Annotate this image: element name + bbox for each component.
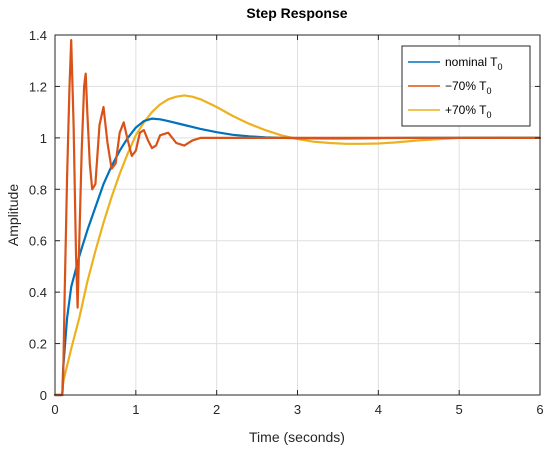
legend: nominal T0 −70% T0 +70% T0	[401, 45, 531, 127]
series-layer	[53, 38, 542, 397]
y-tick-label: 0.4	[29, 285, 47, 300]
y-tick-label: 1	[40, 131, 47, 146]
y-tick-label: 1.2	[29, 79, 47, 94]
x-tick-label: 1	[132, 402, 139, 417]
ticks	[54, 34, 541, 396]
y-tick-label: 0	[40, 388, 47, 403]
chart-title: Step Response	[246, 5, 347, 21]
y-tick-label: 1.4	[29, 28, 47, 43]
y-tick-label: 0.6	[29, 234, 47, 249]
x-tick-label: 4	[375, 402, 382, 417]
y-tick-label: 0.8	[29, 182, 47, 197]
series-line-1	[53, 38, 542, 397]
tick-labels: 0 1 2 3 4 5 6 0 0.2 0.4 0.6 0.8 1 1.2 1.4	[29, 28, 544, 417]
x-tick-label: 5	[456, 402, 463, 417]
x-tick-label: 2	[213, 402, 220, 417]
y-axis-label: Amplitude	[5, 184, 21, 246]
x-tick-label: 6	[536, 402, 543, 417]
series-line-2	[53, 94, 542, 397]
x-tick-label: 3	[294, 402, 301, 417]
x-axis-label: Time (seconds)	[249, 429, 345, 445]
x-tick-label: 0	[51, 402, 58, 417]
y-tick-label: 0.2	[29, 337, 47, 352]
legend-label-2: +70% T0	[445, 103, 492, 120]
legend-label-0: nominal T0	[445, 55, 503, 72]
legend-label-1: −70% T0	[445, 79, 492, 96]
